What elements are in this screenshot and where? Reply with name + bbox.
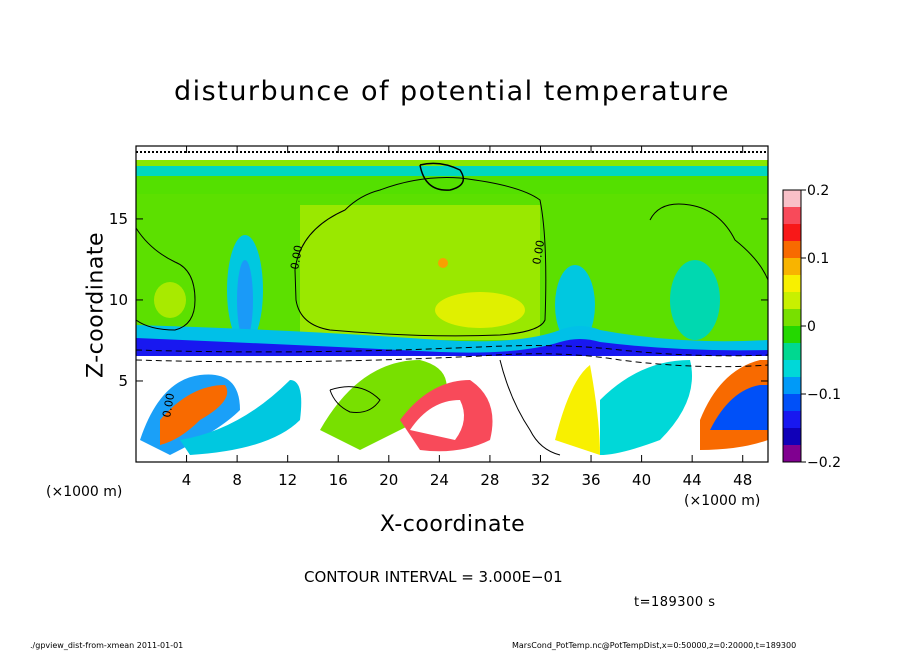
x-tick-label: 24 <box>430 471 449 489</box>
band-1 <box>136 160 768 166</box>
contour-label-2: 0.00 <box>530 239 547 265</box>
y-tick-label: 5 <box>118 372 128 390</box>
contour-line-2 <box>294 177 547 337</box>
colorbar-tick-label: 0 <box>807 319 816 335</box>
x-unit-label-right: (×1000 m) <box>684 493 761 509</box>
hot-spot <box>438 258 448 268</box>
x-tick-label: 36 <box>581 471 600 489</box>
y-tick-label: 10 <box>109 291 128 309</box>
y-axis: 5 10 15 <box>109 210 768 390</box>
plume-7-cool <box>710 385 768 430</box>
x-tick-label: 44 <box>683 471 702 489</box>
contour-label-3: 0.00 <box>160 392 177 418</box>
colorbar-swatch <box>783 292 801 310</box>
band-2 <box>136 166 768 176</box>
contour-line-4 <box>499 359 561 456</box>
x-axis-label: X-coordinate <box>379 512 526 537</box>
contour-dashed-1 <box>136 353 768 368</box>
plume-3 <box>320 360 447 450</box>
colorbar-swatch <box>783 241 801 259</box>
footer-source: MarsCond_PotTemp.nc@PotTempDist,x=0:5000… <box>512 641 797 650</box>
time-stamp: t=189300 s <box>634 595 716 610</box>
colorbar-swatch <box>783 394 801 412</box>
inversion-core <box>136 338 768 358</box>
contour-interval-note: CONTOUR INTERVAL = 3.000E−01 <box>304 568 563 586</box>
colorbar-swatch <box>783 190 801 208</box>
contour-dashed-2 <box>136 345 768 357</box>
cool-column-3 <box>670 260 720 340</box>
colorbar-swatch <box>783 326 801 344</box>
x-tick-label: 4 <box>182 471 192 489</box>
contour-line-3 <box>649 203 768 281</box>
colorbar-swatch <box>783 275 801 293</box>
contour-line-1 <box>136 227 196 331</box>
plume-2 <box>180 380 302 455</box>
quiet-region <box>493 368 557 455</box>
contour-label-1: 0.00 <box>288 244 305 270</box>
colorbar-swatch <box>783 377 801 395</box>
contour-line-5 <box>329 386 381 413</box>
warm-spot-2 <box>154 282 186 318</box>
x-tick-label: 48 <box>733 471 752 489</box>
x-tick-label: 20 <box>379 471 398 489</box>
colorbar-tick-label: −0.1 <box>807 387 841 403</box>
colorbar-swatch <box>783 309 801 327</box>
plot-area <box>136 146 768 462</box>
plume-5 <box>555 365 600 455</box>
warm-spot-1 <box>435 292 525 328</box>
x-tick-label: 40 <box>632 471 651 489</box>
contour-line-6 <box>419 162 465 191</box>
x-tick-label: 28 <box>480 471 499 489</box>
cool-column-2 <box>555 265 595 345</box>
plume-6 <box>600 360 692 455</box>
colorbar-tick-label: 0.2 <box>807 183 829 199</box>
cool-column-1-core <box>237 260 253 340</box>
colorbar-swatch <box>783 445 801 463</box>
contour-labels: 0.00 0.00 0.00 <box>160 239 547 418</box>
x-tick-label: 12 <box>278 471 297 489</box>
x-tick-label: 32 <box>531 471 550 489</box>
colorbar-tick-label: −0.2 <box>807 455 841 471</box>
y-tick-label: 15 <box>109 210 128 228</box>
colorbar-swatch <box>783 207 801 225</box>
plume-1-warm <box>160 385 228 445</box>
colorbar-tick-label: 0.1 <box>807 251 829 267</box>
x-unit-label-left: (×1000 m) <box>46 484 123 500</box>
x-axis: 4 8 12 16 20 24 28 32 36 40 44 48 <box>182 146 752 489</box>
x-tick-label: 8 <box>232 471 242 489</box>
colorbar-swatch <box>783 224 801 242</box>
y-axis-label: Z-coordinate <box>83 232 109 378</box>
contour-lines <box>136 151 768 456</box>
colorbar-swatch <box>783 343 801 361</box>
colorbar-swatch <box>783 360 801 378</box>
colorbar-swatch <box>783 411 801 429</box>
plume-4-core <box>410 400 464 440</box>
chart-title: disturbunce of potential temperature <box>174 76 730 107</box>
colorbar-swatch <box>783 258 801 276</box>
plot-frame <box>135 145 769 463</box>
colorbar-swatch <box>783 428 801 446</box>
footer-command: ./gpview_dist-from-xmean 2011-01-01 <box>30 641 184 650</box>
x-tick-label: 16 <box>329 471 348 489</box>
colorbar: 0.2 0.1 0 −0.1 −0.2 <box>782 183 841 471</box>
band-3 <box>136 176 768 194</box>
